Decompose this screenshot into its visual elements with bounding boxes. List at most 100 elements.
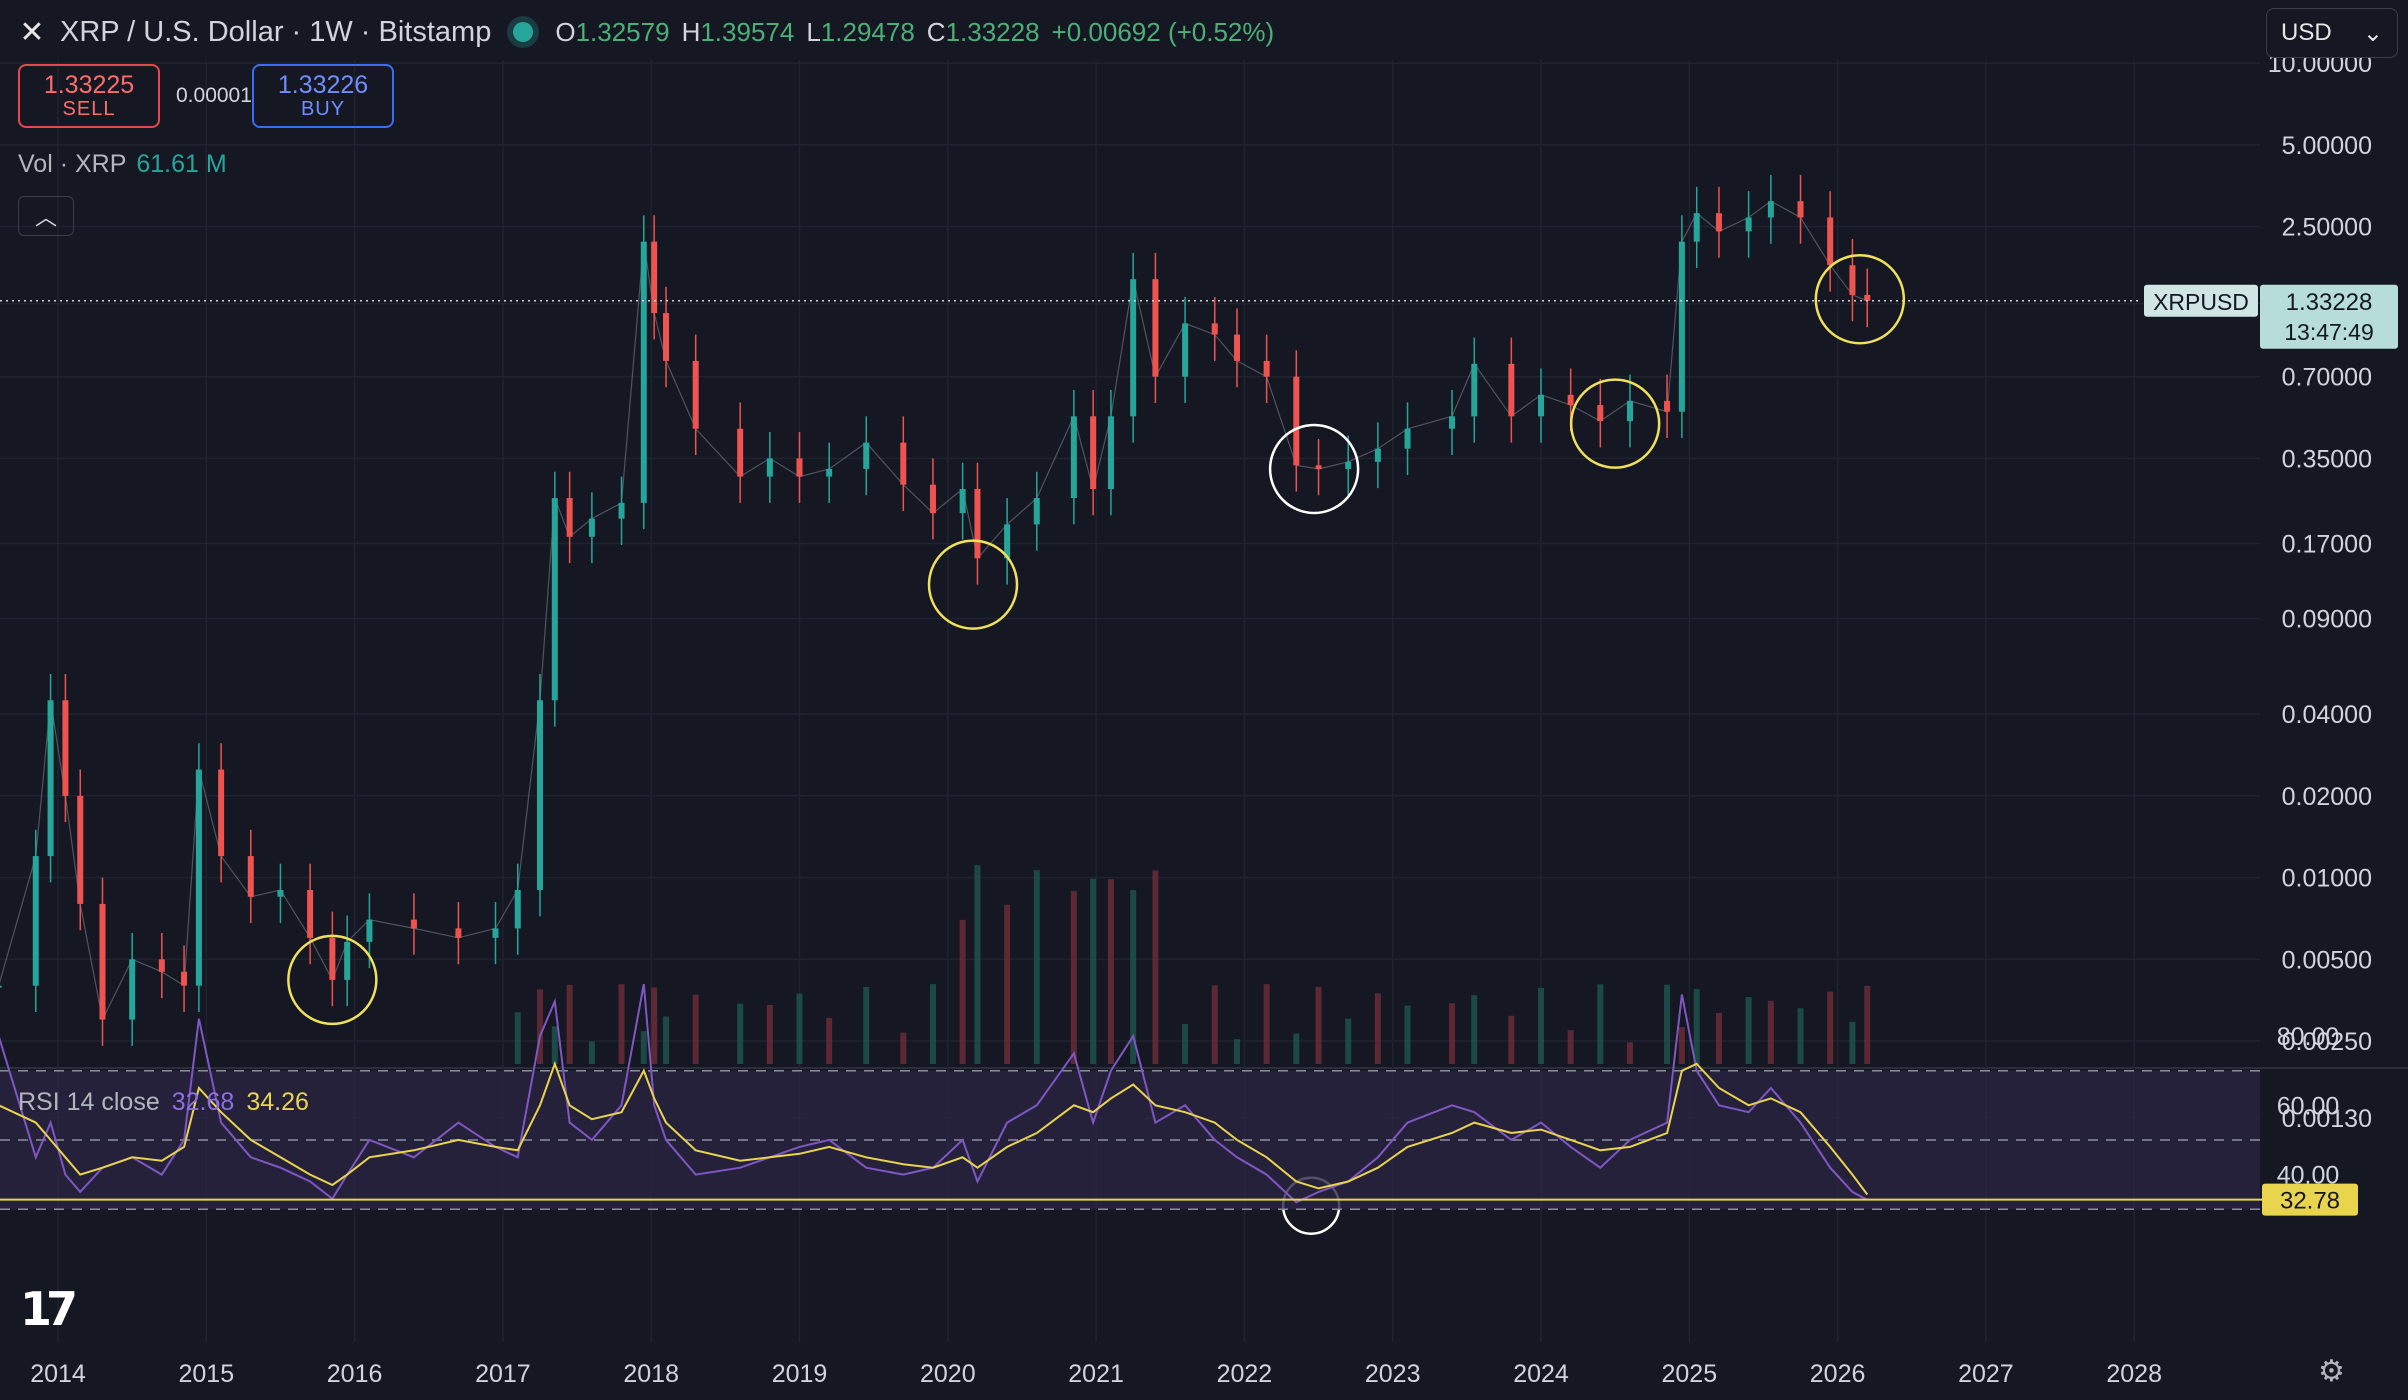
candle-body: [1678, 241, 1685, 412]
candle-body: [1864, 294, 1871, 301]
buy-button[interactable]: 1.33226 BUY: [252, 64, 394, 128]
volume-bar: [551, 1026, 558, 1064]
candle-body: [663, 313, 670, 361]
price-tick-label: 0.00500: [2282, 946, 2372, 974]
candle-body: [247, 856, 254, 897]
rsi-tick-label: 60.00: [2277, 1092, 2340, 1120]
price-change: +0.00692 (+0.52%): [1051, 16, 1275, 47]
volume-bar: [692, 994, 699, 1064]
candle-body: [1797, 201, 1804, 218]
x-tick-label: 2027: [1958, 1360, 2014, 1388]
candle-body: [1130, 279, 1137, 417]
last-price-badge: [2260, 284, 2398, 349]
candle-body: [566, 498, 573, 537]
volume-bar: [1449, 1003, 1456, 1064]
highlight-circle: [1814, 253, 1906, 345]
candle-body: [1152, 279, 1159, 377]
candle-body: [959, 488, 966, 514]
volume-bar: [1070, 890, 1077, 1064]
volume-bar: [1471, 995, 1478, 1064]
x-tick-label: 2025: [1661, 1360, 1717, 1388]
symbol-badge: [2144, 284, 2258, 317]
tradingview-logo-icon[interactable]: 17: [20, 1282, 78, 1336]
volume-bar: [1567, 1030, 1574, 1064]
price-tick-label: 0.35000: [2282, 445, 2372, 473]
volume-bar: [588, 1041, 595, 1064]
rsi-legend[interactable]: RSI 14 close 32.68 34.26: [18, 1088, 309, 1116]
candle-body: [1070, 416, 1077, 499]
currency-select[interactable]: USD ⌄: [2266, 8, 2398, 58]
volume-bar: [1090, 878, 1097, 1064]
volume-bar: [1849, 1021, 1856, 1064]
x-tick-label: 2024: [1513, 1360, 1569, 1388]
candle-body: [588, 518, 595, 537]
candle-body: [900, 442, 907, 485]
volume-bar: [1693, 989, 1700, 1064]
x-tick-label: 2023: [1365, 1360, 1421, 1388]
sell-button[interactable]: 1.33225 SELL: [18, 64, 160, 128]
candle-body: [796, 458, 803, 477]
candle-body: [1233, 334, 1240, 361]
candle-body: [195, 769, 202, 986]
volume-bar: [1315, 986, 1322, 1064]
volume-bar: [1033, 870, 1040, 1064]
volume-bar: [1664, 984, 1671, 1064]
candle-body: [62, 700, 69, 796]
candle-body: [218, 769, 225, 857]
chevron-up-icon[interactable]: ︿: [18, 196, 74, 236]
rsi-band: [0, 1070, 2260, 1210]
chart-header: ✕ XRP / U.S. Dollar · 1W · Bitstamp O1.3…: [18, 12, 1274, 52]
chevron-down-icon: ⌄: [2362, 19, 2383, 47]
candle-body: [1090, 416, 1097, 489]
volume-bar: [1678, 1027, 1685, 1064]
candle-body: [1664, 400, 1671, 412]
price-tick-label: 2.50000: [2282, 214, 2372, 242]
candle-body: [366, 919, 373, 942]
volume-bar: [1152, 870, 1159, 1064]
volume-bar: [900, 1032, 907, 1064]
candle-body: [640, 241, 647, 503]
rsi-value-badge-label: 32.78: [2280, 1188, 2340, 1215]
market-status-icon: [513, 22, 534, 42]
rsi-value-badge: [2262, 1183, 2358, 1216]
candle-body: [1626, 400, 1633, 422]
volume-bar: [766, 1005, 773, 1064]
volume-bar: [1293, 1033, 1300, 1064]
candle-body: [1263, 360, 1270, 377]
gear-icon[interactable]: ⚙: [2318, 1355, 2345, 1388]
close-icon[interactable]: ✕: [19, 15, 45, 49]
volume-bar: [796, 993, 803, 1064]
candle-body: [1182, 323, 1189, 377]
candle-body: [1567, 394, 1574, 406]
candle-body: [329, 937, 336, 980]
candle-body: [766, 458, 773, 477]
price-tick-label: 0.04000: [2282, 701, 2372, 729]
volume-bar: [1404, 1005, 1411, 1064]
highlight-circle: [1569, 378, 1661, 469]
symbol-title[interactable]: XRP / U.S. Dollar · 1W · Bitstamp: [60, 15, 492, 48]
candle-body: [1033, 498, 1040, 525]
volume-bar: [514, 1012, 521, 1064]
price-series-line: [0, 200, 1868, 1022]
volume-bar: [959, 919, 966, 1064]
candle-body: [344, 941, 351, 980]
volume-legend[interactable]: Vol · XRP 61.61 M: [18, 150, 227, 178]
price-tick-label: 0.17000: [2282, 531, 2372, 559]
rsi-ma-value: 34.26: [246, 1088, 309, 1116]
x-tick-label: 2015: [178, 1360, 234, 1388]
rsi-tick-label: 80.00: [2277, 1023, 2340, 1051]
price-tick-label: 5.00000: [2282, 132, 2372, 160]
volume-bar: [1233, 1039, 1240, 1064]
rsi-line: [0, 983, 1868, 1204]
candle-body: [826, 468, 833, 477]
candle-body: [1715, 213, 1722, 232]
volume-bar: [536, 989, 543, 1064]
candle-body: [1315, 465, 1322, 469]
candle-body: [1471, 363, 1478, 417]
volume-bar: [1130, 890, 1137, 1064]
candle-body: [1374, 448, 1381, 462]
volume-bar: [1864, 985, 1871, 1064]
candle-body: [307, 890, 314, 938]
candle-body: [514, 890, 521, 929]
